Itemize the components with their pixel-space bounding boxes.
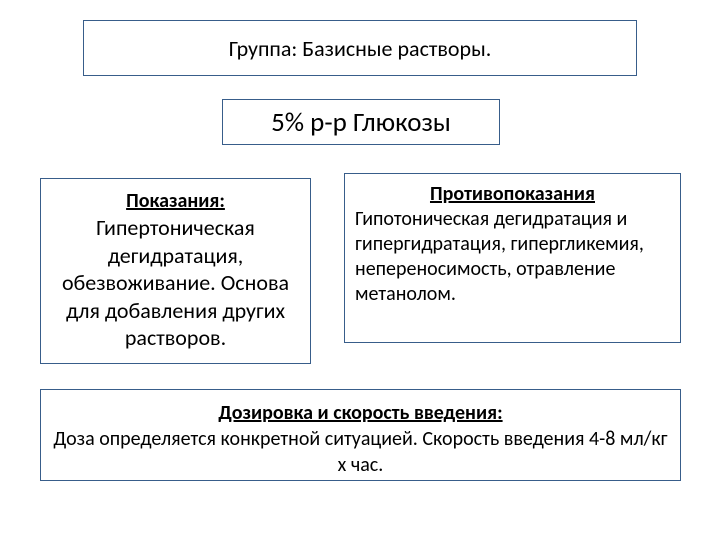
indications-header: Показания: bbox=[49, 189, 302, 214]
contraindications-body: Гипотоническая дегидратация и гипергидра… bbox=[355, 207, 644, 306]
dosage-box: Дозировка и скорость введения: Доза опре… bbox=[40, 389, 681, 481]
dosage-body: Доза определяется конкретной ситуацией. … bbox=[53, 427, 667, 477]
contraindications-box: Противопоказания Гипотоническая дегидрат… bbox=[344, 173, 681, 343]
main-title-box: 5% р-р Глюкозы bbox=[222, 99, 500, 145]
indications-body: Гипертоническая дегидратация, обезвожива… bbox=[49, 214, 302, 352]
indications-box: Показания: Гипертоническая дегидратация,… bbox=[40, 178, 311, 364]
dosage-header: Дозировка и скорость введения: bbox=[218, 401, 502, 425]
main-title: 5% р-р Глюкозы bbox=[271, 106, 451, 139]
group-box: Группа: Базисные растворы. bbox=[83, 20, 637, 76]
contraindications-header: Противопоказания bbox=[355, 182, 670, 207]
group-label: Группа: Базисные растворы. bbox=[229, 35, 492, 62]
